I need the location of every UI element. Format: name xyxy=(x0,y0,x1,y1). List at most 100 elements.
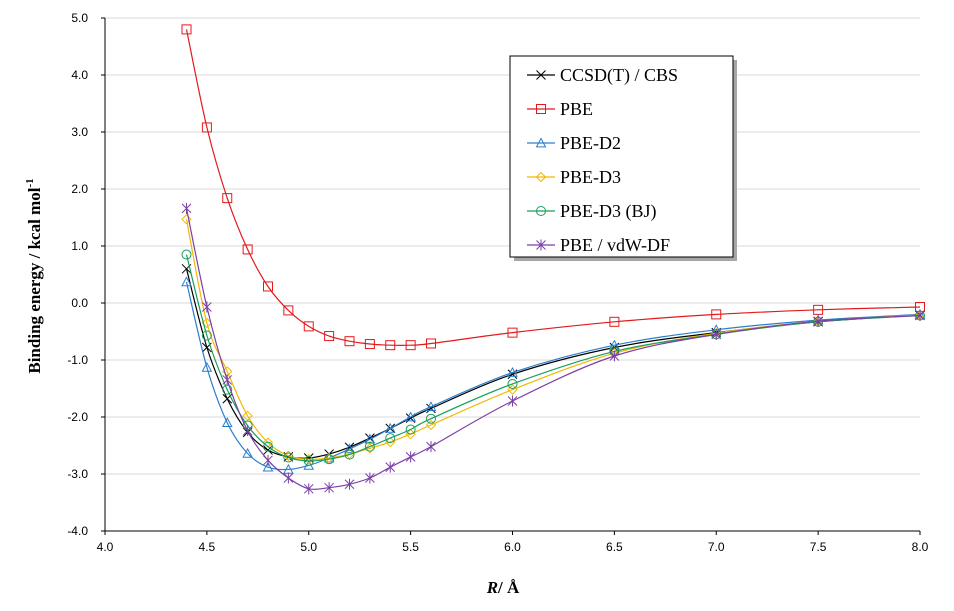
legend-item-4: PBE-D3 (BJ) xyxy=(527,201,657,222)
legend-items: CCSD(T) / CBS PBE PBE-D2 PBE-D3 PBE-D3 (BJ) P… xyxy=(527,65,678,255)
y-tick-label: 5.0 xyxy=(71,11,88,25)
x-axis-title-symbol: R xyxy=(486,578,498,597)
data-point xyxy=(181,276,192,287)
series-5 xyxy=(181,202,925,495)
data-point xyxy=(507,366,518,377)
y-axis-title: Binding energy / kcal mol-1 xyxy=(24,178,44,373)
series-line-4 xyxy=(185,254,921,462)
data-point xyxy=(181,249,192,260)
data-point xyxy=(385,433,396,444)
data-point xyxy=(405,424,416,435)
legend-box xyxy=(509,55,734,258)
legend-marker xyxy=(536,70,546,80)
legend-label: PBE-D3 xyxy=(560,167,621,187)
data-point xyxy=(426,338,436,349)
data-point xyxy=(242,244,253,255)
data-point xyxy=(405,411,416,422)
data-point xyxy=(324,482,334,494)
data-point xyxy=(344,336,355,347)
data-point xyxy=(365,472,375,484)
data-point xyxy=(426,441,436,453)
data-point xyxy=(507,395,518,407)
data-point xyxy=(262,461,274,472)
data-point xyxy=(385,340,396,351)
y-tick-label: 2.0 xyxy=(71,182,88,196)
y-tick-label: -2.0 xyxy=(67,410,88,424)
legend-label: PBE-D2 xyxy=(560,133,621,153)
data-point xyxy=(813,315,823,327)
legend-item-0: CCSD(T) / CBS xyxy=(527,65,678,86)
legend-label: PBE xyxy=(560,99,593,119)
y-tick-label: 0.0 xyxy=(71,296,88,310)
data-point xyxy=(364,441,375,452)
svg-text:Binding energy / kcal mol-1: Binding energy / kcal mol-1 xyxy=(24,178,44,373)
data-point xyxy=(609,350,620,362)
data-point xyxy=(242,410,253,422)
x-axis-title: R/ Å xyxy=(486,578,520,597)
y-tick-label: -1.0 xyxy=(67,353,88,367)
x-tick-label: 7.0 xyxy=(708,540,725,554)
series-line-0 xyxy=(185,268,921,459)
data-point xyxy=(915,310,925,322)
series-line-1 xyxy=(185,29,921,346)
data-point xyxy=(364,339,375,350)
legend-item-2: PBE-D2 xyxy=(527,133,621,153)
x-tick-label: 6.5 xyxy=(606,540,623,554)
data-point xyxy=(385,436,396,448)
data-point xyxy=(263,441,273,452)
legend: CCSD(T) / CBS PBE PBE-D2 PBE-D3 PBE-D3 (BJ) P… xyxy=(509,55,737,261)
data-point xyxy=(323,452,335,464)
data-point xyxy=(263,454,273,466)
legend-marker xyxy=(536,206,546,216)
y-tick-label: 4.0 xyxy=(71,68,88,82)
data-point xyxy=(364,443,376,454)
data-point xyxy=(344,443,355,454)
data-point xyxy=(201,330,212,341)
data-point xyxy=(242,447,253,458)
legend-item-5: PBE / vdW-DF xyxy=(527,235,670,255)
data-point xyxy=(507,384,518,395)
data-point xyxy=(303,321,314,332)
legend-label: CCSD(T) / CBS xyxy=(560,65,678,86)
y-tick-label: -4.0 xyxy=(67,524,88,538)
x-tick-label: 5.0 xyxy=(300,540,317,554)
legend-label: PBE-D3 (BJ) xyxy=(560,201,657,222)
data-point xyxy=(303,455,314,466)
data-point xyxy=(324,454,335,465)
data-point xyxy=(609,316,620,327)
data-point xyxy=(181,214,192,225)
data-point xyxy=(283,305,294,316)
legend-marker xyxy=(536,239,546,251)
x-tick-label: 5.5 xyxy=(402,540,419,554)
data-point xyxy=(385,461,396,473)
data-point xyxy=(181,202,192,214)
data-point xyxy=(813,304,824,315)
data-point xyxy=(283,472,294,484)
data-point xyxy=(425,419,437,431)
data-point xyxy=(344,449,355,460)
x-tick-label: 6.0 xyxy=(504,540,521,554)
data-point xyxy=(507,327,518,338)
data-point xyxy=(263,445,273,455)
series-layer xyxy=(181,24,926,495)
series-4 xyxy=(181,249,925,466)
data-point xyxy=(201,122,212,133)
data-point xyxy=(324,331,335,342)
series-line-2 xyxy=(185,281,921,471)
x-tick-label: 4.0 xyxy=(97,540,114,554)
data-point xyxy=(221,417,233,428)
data-point xyxy=(426,413,436,424)
y-tick-label: 3.0 xyxy=(71,125,88,139)
legend-marker xyxy=(535,171,547,183)
x-tick-label: 7.5 xyxy=(810,540,827,554)
data-point xyxy=(242,425,253,437)
data-point xyxy=(711,309,722,320)
data-point xyxy=(344,478,355,490)
data-point xyxy=(507,378,518,389)
data-point xyxy=(303,483,314,495)
data-point xyxy=(364,433,376,444)
data-point xyxy=(384,422,396,433)
x-axis-title-unit: / Å xyxy=(497,578,520,597)
data-point xyxy=(711,328,722,340)
data-point xyxy=(201,361,213,372)
